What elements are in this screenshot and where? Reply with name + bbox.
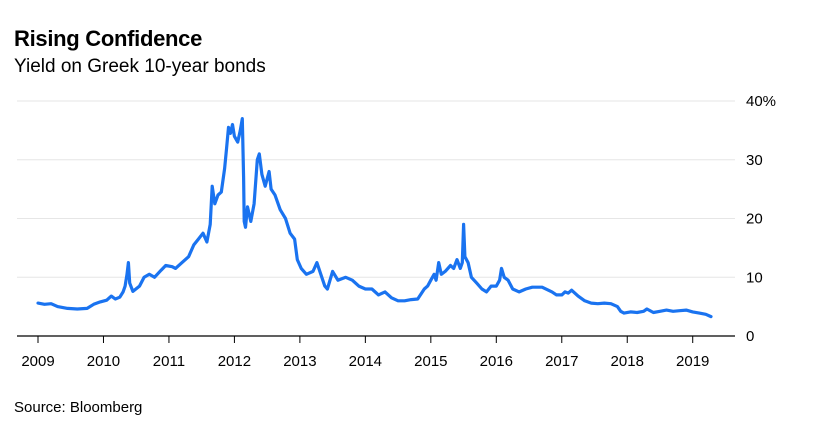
x-tick-label: 2011: [153, 353, 185, 370]
x-tick-label: 2018: [611, 353, 644, 370]
chart-title: Rising Confidence: [14, 26, 203, 51]
x-tick-label: 2010: [87, 353, 120, 370]
y-axis: 0 10 20 30 40%: [746, 93, 776, 345]
gridlines: [17, 100, 735, 337]
x-tick-label: 2019: [676, 353, 709, 370]
y-tick-label: 30: [746, 152, 763, 169]
x-tick-label: 2014: [349, 353, 382, 370]
source-note: Source: Bloomberg: [14, 399, 143, 416]
x-tick-label: 2009: [21, 353, 54, 370]
series-line: [36, 117, 713, 319]
y-tick-label: 20: [746, 211, 763, 228]
y-tick-label: 40%: [746, 93, 776, 110]
series-layer: [36, 117, 713, 319]
x-tick-label: 2016: [480, 353, 513, 370]
chart-subtitle: Yield on Greek 10-year bonds: [14, 56, 266, 77]
y-tick-label: 10: [746, 269, 763, 286]
x-axis: 2009 2010 2011 2012 2013 2014 2015 2016 2017 2018…: [21, 336, 709, 370]
x-tick-label: 2015: [414, 353, 447, 370]
x-tick-label: 2013: [283, 353, 316, 370]
y-tick-label: 0: [746, 328, 754, 345]
x-tick-label: 2012: [218, 353, 251, 370]
x-tick-label: 2017: [545, 353, 578, 370]
